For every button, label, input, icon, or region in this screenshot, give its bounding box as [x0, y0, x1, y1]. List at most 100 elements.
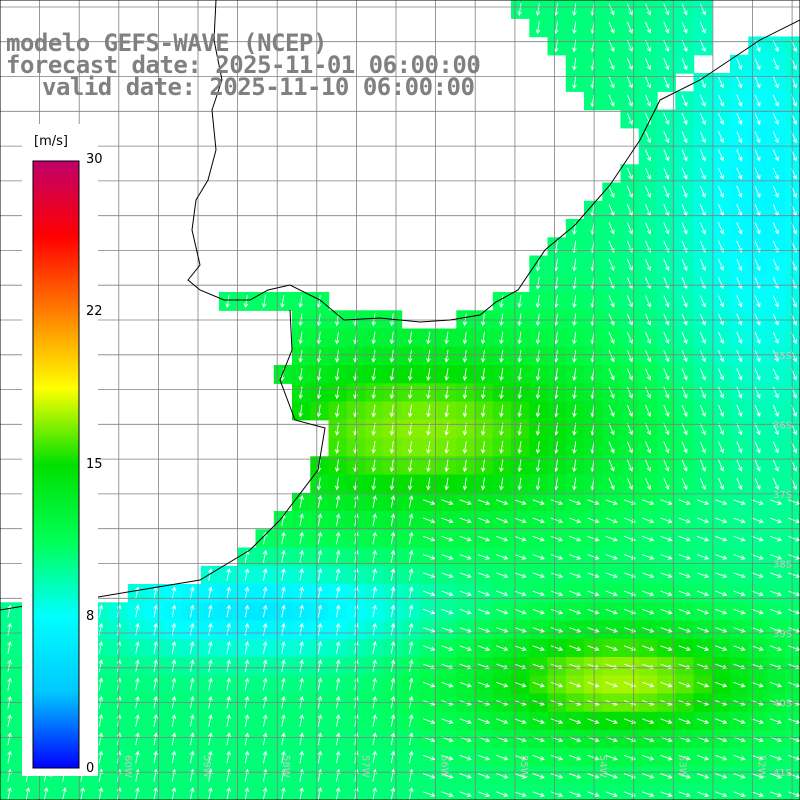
wind-arrow: [459, 590, 472, 597]
speed-cell: [766, 784, 786, 800]
wind-arrow: [514, 791, 527, 797]
wind-arrow: [226, 714, 231, 727]
wind-arrow: [772, 459, 779, 472]
wind-arrow: [7, 714, 12, 727]
wind-arrow: [423, 681, 436, 688]
wind-arrow: [408, 568, 414, 581]
wind-arrow: [645, 76, 652, 89]
wind-arrow: [371, 349, 376, 363]
wind-arrow: [663, 167, 670, 180]
wind-arrow: [477, 499, 491, 505]
wind-arrow: [663, 149, 670, 162]
wind-arrow: [772, 167, 779, 180]
wind-arrow: [477, 572, 491, 578]
colorbar-tick-label: 8: [86, 609, 95, 624]
wind-arrow: [441, 499, 454, 505]
speed-cell: [474, 784, 494, 800]
wind-arrow: [517, 386, 522, 400]
wind-arrow: [681, 258, 688, 272]
wind-arrow: [572, 477, 577, 491]
wind-arrow: [733, 590, 746, 597]
wind-arrow: [645, 386, 652, 399]
wind-arrow: [715, 773, 728, 779]
wind-arrow: [736, 459, 743, 472]
wind-arrow: [317, 714, 323, 727]
wind-arrow: [660, 627, 673, 633]
wind-arrow: [317, 787, 323, 800]
wind-arrow: [262, 732, 268, 746]
wind-arrow: [733, 681, 746, 688]
wind-arrow: [462, 386, 468, 400]
wind-arrow: [317, 586, 323, 600]
wind-arrow: [208, 622, 213, 636]
wind-arrow: [299, 531, 304, 545]
wind-arrow: [608, 76, 615, 89]
wind-arrow: [772, 295, 779, 308]
wind-arrow: [663, 386, 670, 399]
wind-arrow: [496, 627, 509, 633]
wind-arrow: [514, 499, 527, 505]
wind-arrow: [532, 554, 545, 560]
wind-arrow: [244, 641, 250, 654]
wind-arrow: [535, 477, 541, 491]
wind-arrow: [208, 586, 213, 600]
wind-arrow: [587, 773, 600, 779]
wind-arrow: [660, 645, 673, 651]
wind-arrow: [772, 112, 779, 126]
wind-arrow: [189, 750, 195, 764]
wind-arrow: [408, 750, 414, 764]
wind-arrow: [699, 94, 706, 107]
wind-arrow: [514, 681, 527, 688]
wind-arrow: [477, 754, 491, 761]
wind-arrow: [699, 313, 706, 326]
wind-arrow: [608, 386, 615, 399]
wind-arrow: [751, 572, 764, 578]
wind-arrow: [718, 131, 725, 144]
wind-arrow: [645, 313, 652, 326]
wind-arrow: [699, 441, 706, 454]
wind-arrow: [572, 386, 577, 400]
wind-arrow: [572, 422, 577, 436]
wind-arrow: [569, 499, 582, 505]
wind-arrow: [754, 149, 761, 162]
wind-arrow: [7, 787, 12, 800]
wind-arrow: [299, 549, 304, 563]
wind-arrow: [281, 714, 286, 727]
wind-arrow: [681, 3, 688, 16]
wind-arrow: [135, 677, 140, 691]
wind-arrow: [135, 750, 140, 764]
wind-arrow: [408, 787, 414, 800]
wind-arrow: [408, 513, 414, 527]
wind-arrow: [626, 313, 633, 326]
wind-arrow: [496, 754, 509, 761]
wind-arrow: [335, 549, 341, 563]
wind-arrow: [98, 604, 104, 618]
wind-arrow: [626, 3, 633, 16]
speed-cell: [711, 784, 731, 800]
wind-arrow: [718, 258, 725, 272]
wind-arrow: [262, 549, 268, 563]
wind-arrow: [754, 222, 761, 235]
wind-arrow: [407, 331, 413, 345]
wind-arrow: [642, 554, 655, 560]
wind-arrow: [736, 277, 743, 290]
wind-arrow: [281, 787, 286, 800]
wind-arrow: [462, 331, 468, 345]
wind-arrow: [408, 714, 414, 727]
wind-arrow: [535, 21, 541, 35]
wind-arrow: [696, 554, 710, 560]
wind-arrow: [298, 386, 303, 400]
wind-arrow: [496, 590, 509, 597]
wind-arrow: [135, 622, 140, 636]
wind-arrow: [733, 572, 746, 578]
wind-arrow: [462, 441, 468, 455]
wind-arrow: [208, 750, 213, 764]
wind-arrow: [532, 791, 545, 797]
wind-arrow: [390, 513, 396, 527]
wind-arrow: [334, 477, 340, 491]
wind-arrow: [718, 112, 725, 126]
wind-arrow: [772, 76, 779, 89]
wind-arrow: [153, 659, 158, 673]
wind-arrow: [459, 754, 472, 761]
wind-arrow: [660, 754, 673, 761]
